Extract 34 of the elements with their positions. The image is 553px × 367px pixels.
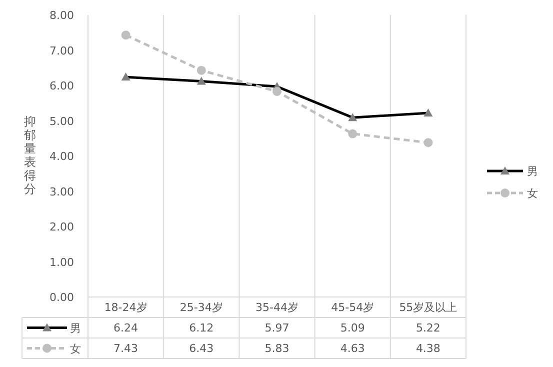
x-tick-label: 25-34岁 bbox=[180, 301, 223, 314]
data-label: 6.12 bbox=[189, 322, 214, 334]
y-tick-label: 7.00 bbox=[50, 44, 74, 58]
y-tick-label: 1.00 bbox=[50, 256, 74, 269]
y-tick-label: 3.00 bbox=[50, 185, 74, 198]
y-tick-label: 8.00 bbox=[50, 9, 74, 22]
x-tick-label: 45-54岁 bbox=[331, 301, 374, 314]
data-label: 5.83 bbox=[264, 342, 290, 355]
point bbox=[424, 138, 433, 148]
x-tick-label: 18-24岁 bbox=[104, 301, 148, 314]
y-tick-label: 5.00 bbox=[50, 114, 74, 128]
data-label: 6.24 bbox=[114, 322, 138, 334]
y-tick-label: 0.00 bbox=[50, 291, 74, 304]
point bbox=[348, 129, 358, 138]
data-label: 7.43 bbox=[114, 342, 138, 355]
data-label: 5.22 bbox=[416, 322, 440, 334]
x-tick-label: 35-44岁 bbox=[256, 301, 298, 314]
legend-label: 男 bbox=[527, 165, 538, 178]
y-axis-title: 抑郁量表得分 bbox=[24, 114, 36, 196]
point bbox=[272, 86, 282, 96]
text: 女 bbox=[70, 342, 81, 356]
data-label: 5.97 bbox=[264, 322, 290, 334]
data-label: 5.09 bbox=[340, 322, 365, 334]
x-tick-label: 55岁及以上 bbox=[399, 301, 458, 314]
data-label: 4.63 bbox=[340, 342, 365, 355]
point bbox=[121, 30, 130, 40]
data-label: 4.38 bbox=[416, 342, 440, 355]
y-tick-label: 4.00 bbox=[50, 150, 74, 163]
data-label: 6.43 bbox=[189, 342, 214, 355]
y-tick-label: 2.00 bbox=[50, 220, 74, 234]
point bbox=[196, 66, 206, 75]
text: 男 bbox=[70, 322, 81, 335]
y-tick-label: 6.00 bbox=[50, 80, 74, 92]
legend-label: 女 bbox=[527, 187, 538, 200]
